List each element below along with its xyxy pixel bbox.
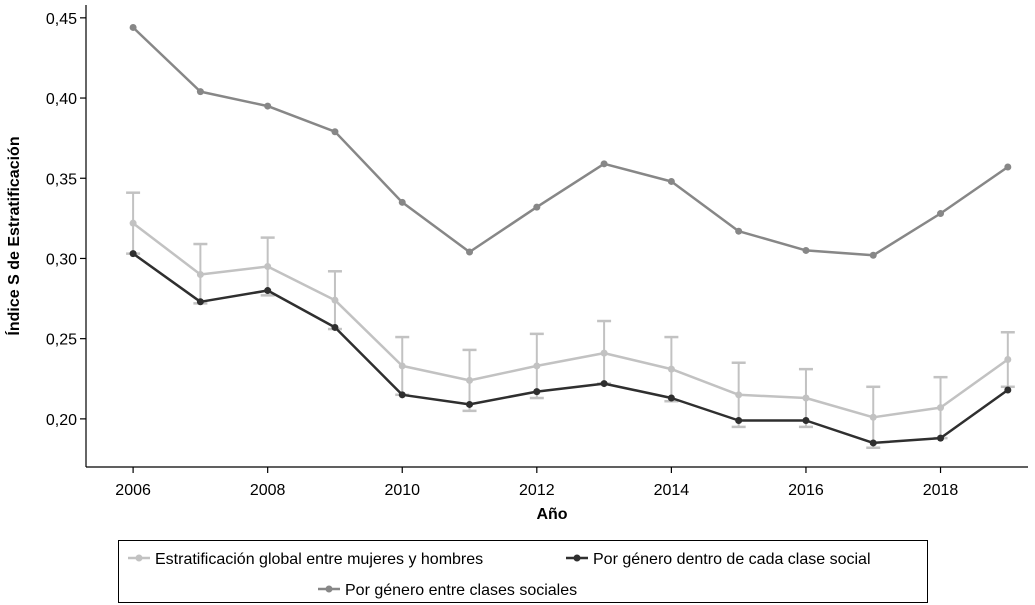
data-point (466, 248, 474, 256)
data-point (735, 391, 743, 399)
data-point (196, 271, 204, 278)
series-layer (126, 23, 1015, 449)
data-point (667, 365, 675, 373)
series-line (132, 222, 1009, 419)
x-tick-label: 2014 (654, 482, 690, 499)
x-tick-label: 2010 (384, 482, 420, 499)
data-point (869, 439, 877, 447)
series-line (132, 252, 1009, 445)
x-tick-label: 2012 (519, 482, 555, 499)
data-point (735, 416, 743, 424)
legend-label: Por género entre clases sociales (345, 582, 577, 599)
legend-item: Por género dentro de cada clase social (566, 551, 871, 568)
data-point (264, 287, 272, 295)
data-point (331, 128, 339, 136)
data-point (600, 160, 608, 168)
x-axis-title: Año (536, 506, 567, 523)
y-tick-label: 0,45 (46, 11, 77, 28)
legend-label: Estratificación global entre mujeres y h… (155, 551, 483, 568)
data-point (937, 210, 945, 218)
data-point (466, 400, 474, 408)
data-point (735, 227, 743, 235)
x-tick-label: 2016 (788, 482, 824, 499)
data-point (937, 434, 945, 442)
data-point (331, 296, 339, 304)
data-point (264, 262, 272, 270)
data-point (937, 404, 945, 412)
data-point (1004, 356, 1012, 364)
series-2 (129, 250, 1012, 447)
legend-swatch-marker (325, 585, 333, 593)
data-point (331, 323, 339, 331)
x-tick-label: 2006 (115, 482, 151, 499)
data-point (869, 251, 877, 259)
legend-item: Estratificación global entre mujeres y h… (128, 551, 483, 568)
data-point (802, 416, 810, 424)
legend-swatch-marker (135, 554, 143, 562)
data-point (129, 23, 137, 31)
data-point (533, 362, 541, 370)
data-point (129, 250, 137, 258)
data-point (1004, 386, 1012, 394)
data-point (802, 246, 810, 254)
legend-swatch-marker (573, 554, 581, 562)
data-point (466, 376, 474, 384)
data-point (1004, 163, 1012, 171)
y-tick-label: 0,30 (46, 251, 77, 268)
data-point (264, 102, 272, 110)
data-point (869, 413, 877, 421)
axes: 0,20 0,25 0,30 0,35 0,40 0,45 2006 2008 2010 2012… (46, 5, 1028, 499)
data-point (196, 88, 204, 96)
series-3 (129, 23, 1012, 259)
legend-box (118, 540, 928, 603)
legend: Estratificación global entre mujeres y h… (118, 540, 928, 603)
y-tick-label: 0,40 (46, 91, 77, 108)
data-point (398, 198, 406, 206)
data-point (533, 388, 541, 396)
legend-label: Por género dentro de cada clase social (593, 551, 871, 568)
data-point (600, 349, 608, 357)
series-line (132, 26, 1009, 257)
data-point (667, 394, 675, 402)
data-point (398, 362, 406, 370)
data-point (129, 219, 137, 227)
data-point (802, 394, 810, 402)
y-tick-label: 0,35 (46, 171, 77, 188)
x-tick-label: 2008 (250, 482, 286, 499)
data-point (398, 391, 406, 399)
series-1 (126, 191, 1015, 449)
legend-item: Por género entre clases sociales (318, 582, 577, 599)
data-point (667, 177, 675, 185)
data-point (600, 380, 608, 388)
data-point (533, 203, 541, 211)
x-tick-label: 2018 (923, 482, 959, 499)
y-tick-label: 0,25 (46, 332, 77, 349)
data-point (196, 298, 204, 306)
y-axis-title: Índice S de Estratificación (4, 136, 23, 335)
y-tick-label: 0,20 (46, 412, 77, 429)
